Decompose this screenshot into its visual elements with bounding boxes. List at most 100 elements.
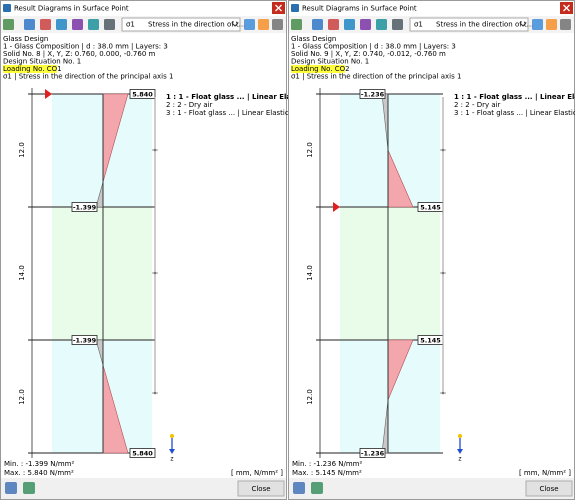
- toolbar-button[interactable]: [360, 19, 371, 30]
- value-box: [129, 89, 156, 99]
- axis-arrow-head: [457, 449, 463, 454]
- info-line: Solid No. 8 | X, Y, Z: 0.760, 0.000, -0.…: [3, 50, 156, 58]
- toolbar-button[interactable]: [56, 19, 67, 30]
- value-box: [359, 448, 386, 458]
- close-button[interactable]: Close: [237, 480, 285, 497]
- footer-button[interactable]: [23, 482, 35, 494]
- layer-band: [52, 207, 152, 340]
- axis-z-label: z: [458, 456, 461, 463]
- toolbar-button[interactable]: [328, 19, 339, 30]
- max-value: Max. : 5.840 N/mm²: [4, 469, 74, 477]
- bracket-dot: [153, 391, 157, 395]
- layer-thickness-label: 14.0: [18, 265, 26, 281]
- toolbar-button[interactable]: [24, 19, 35, 30]
- info-line: Design Situation No. 1: [291, 58, 369, 66]
- toolbar-button[interactable]: [3, 19, 14, 30]
- toolbar-button[interactable]: [376, 19, 387, 30]
- legend-entry: 3 : 1 - Float glass ... | Linear Elastic: [166, 109, 289, 117]
- toolbar-button[interactable]: [560, 19, 571, 30]
- bracket-dot: [441, 391, 445, 395]
- info-line: Loading No. CO2: [291, 65, 350, 73]
- legend-entry: 2 : 2 - Dry air: [454, 101, 501, 109]
- value-label: -1.236: [361, 450, 385, 458]
- bracket-dot: [153, 271, 157, 275]
- info-line: 1 - Glass Composition | d : 38.0 mm | La…: [3, 43, 168, 51]
- close-button-label: Close: [539, 485, 558, 493]
- footer-button[interactable]: [311, 482, 323, 494]
- max-value: Max. : 5.145 N/mm²: [292, 469, 362, 477]
- dropdown-text: Stress in the direction of t...: [148, 21, 245, 29]
- dropdown-text: Stress in the direction of t...: [436, 21, 533, 29]
- units-label: [ mm, N/mm² ]: [231, 469, 283, 477]
- value-label: 5.145: [420, 337, 441, 345]
- value-label: -1.399: [73, 337, 97, 345]
- footer-button[interactable]: [5, 482, 17, 494]
- axis-origin-dot: [170, 434, 174, 438]
- axis-z-label: z: [170, 456, 173, 463]
- toolbar-button[interactable]: [258, 19, 269, 30]
- layer-thickness-label: 12.0: [18, 142, 26, 158]
- legend-entry: 1 : 1 - Float glass ... | Linear Elastic: [454, 93, 575, 102]
- close-window-button[interactable]: [272, 2, 285, 14]
- layer-thickness-label: 12.0: [306, 142, 314, 158]
- value-label: -1.236: [361, 91, 385, 99]
- result-type-dropdown[interactable]: σ1 Stress in the direction of t...: [121, 17, 245, 32]
- toolbar-button[interactable]: [72, 19, 83, 30]
- loading-highlight: [291, 65, 345, 73]
- info-line: σ1 | Stress in the direction of the prin…: [3, 73, 173, 81]
- toolbar-button[interactable]: [532, 19, 543, 30]
- close-button[interactable]: Close: [525, 480, 573, 497]
- toolbar-button[interactable]: [40, 19, 51, 30]
- bracket-dot: [441, 271, 445, 275]
- footer: [1, 478, 286, 499]
- value-label: 5.145: [420, 204, 441, 212]
- layer-thickness-label: 12.0: [306, 389, 314, 405]
- axis-arrow-head: [169, 449, 175, 454]
- value-label: 5.840: [132, 91, 153, 99]
- layer-band: [340, 207, 440, 340]
- result-type-dropdown[interactable]: σ1 Stress in the direction of t...: [409, 17, 533, 32]
- value-box: [71, 202, 98, 212]
- toolbar-button[interactable]: [546, 19, 557, 30]
- toolbar-button[interactable]: [88, 19, 99, 30]
- footer: [289, 478, 574, 499]
- toolbar-button[interactable]: [344, 19, 355, 30]
- loading-highlight: [3, 65, 57, 73]
- axis-origin-dot: [458, 434, 462, 438]
- position-marker: [333, 202, 340, 212]
- info-line: Glass Design: [3, 35, 48, 43]
- toolbar-button[interactable]: [244, 19, 255, 30]
- toolbar-button[interactable]: [291, 19, 302, 30]
- close-button-bg: [237, 480, 285, 497]
- dialog-panel: Result Diagrams in Surface Point σ1 Stress…: [0, 0, 305, 500]
- value-box: [359, 89, 386, 99]
- bracket-dot: [441, 148, 445, 152]
- units-label: [ mm, N/mm² ]: [519, 469, 571, 477]
- title-icon: [291, 4, 299, 12]
- close-button-label: Close: [251, 485, 270, 493]
- toolbar-button[interactable]: [104, 19, 115, 30]
- info-line: Glass Design: [291, 35, 336, 43]
- footer-button[interactable]: [293, 482, 305, 494]
- value-label: -1.399: [73, 204, 97, 212]
- legend-entry: 2 : 2 - Dry air: [166, 101, 213, 109]
- window-title: Result Diagrams in Surface Point: [302, 5, 417, 13]
- toolbar-button[interactable]: [392, 19, 403, 30]
- close-button-bg: [525, 480, 573, 497]
- bracket-dot: [153, 148, 157, 152]
- toolbar-button[interactable]: [312, 19, 323, 30]
- dropdown-box: [121, 17, 241, 32]
- layer-thickness-label: 14.0: [306, 265, 314, 281]
- value-box: [71, 335, 98, 345]
- value-label: 5.840: [132, 450, 153, 458]
- toolbar-button[interactable]: [272, 19, 283, 30]
- value-box: [129, 448, 156, 458]
- close-window-icon: [563, 4, 570, 12]
- close-window-icon: [275, 4, 282, 12]
- dropdown-box: [409, 17, 529, 32]
- close-window-button[interactable]: [560, 2, 573, 14]
- min-value: Min. : -1.399 N/mm²: [4, 460, 74, 468]
- dropdown-symbol: σ1: [126, 21, 135, 29]
